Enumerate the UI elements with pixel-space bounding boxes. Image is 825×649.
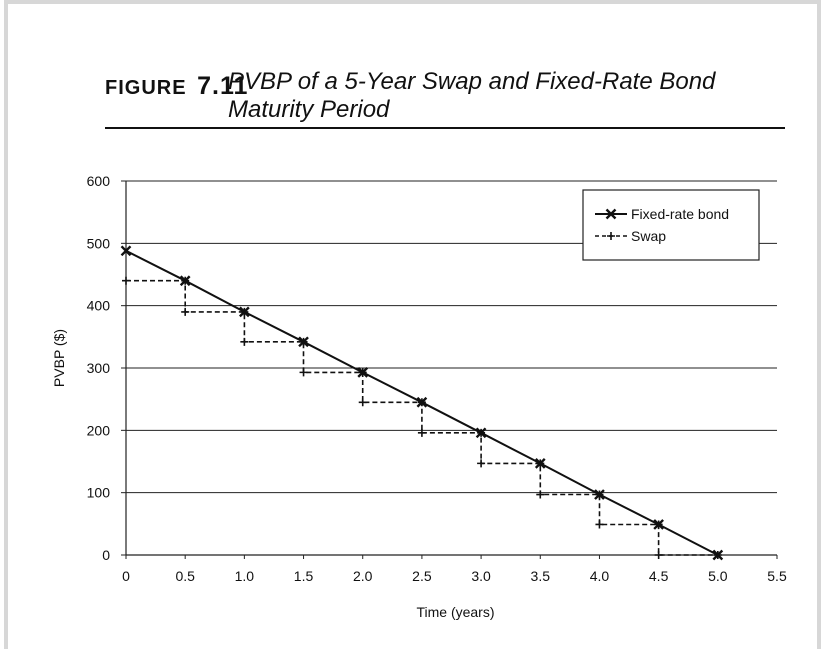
data-point <box>358 398 367 407</box>
x-tick-label: 2.5 <box>412 568 432 584</box>
x-tick-label: 2.0 <box>353 568 373 584</box>
data-point <box>299 368 308 377</box>
figure-label-word: FIGURE <box>105 77 187 99</box>
data-point <box>417 398 426 407</box>
page-frame <box>4 0 821 649</box>
x-tick-label: 1.5 <box>294 568 314 584</box>
data-point <box>240 307 249 316</box>
data-point <box>477 459 486 468</box>
data-point <box>477 428 486 437</box>
x-tick-label: 0.5 <box>175 568 195 584</box>
axes: 0 100 200 300 400 500 600 0 0.5 1.0 1.5 2.0 2.5 3.0 3.… <box>51 173 787 620</box>
y-tick-label: 500 <box>87 235 111 251</box>
x-tick-label: 4.5 <box>649 568 669 584</box>
x-tick-label: 4.0 <box>590 568 610 584</box>
data-point <box>122 276 130 285</box>
legend-label: Fixed-rate bond <box>631 206 729 222</box>
figure-number: 7.11 <box>197 72 249 100</box>
data-point <box>181 307 190 316</box>
legend-marker <box>605 208 617 220</box>
data-point <box>654 520 663 529</box>
x-axis-title: Time (years) <box>416 604 494 620</box>
y-tick-label: 100 <box>87 485 111 501</box>
data-point <box>299 337 308 346</box>
data-point <box>595 520 604 529</box>
data-point <box>181 276 190 285</box>
y-tick-label: 400 <box>87 298 111 314</box>
legend-entry: Fixed-rate bond <box>595 206 729 222</box>
legend-entry: Swap <box>595 228 666 244</box>
data-point <box>536 459 545 468</box>
figure-label: FIGURE 7.11 <box>105 72 248 101</box>
series-swap <box>122 276 722 559</box>
data-point <box>713 551 722 559</box>
y-tick-label: 600 <box>87 173 111 189</box>
data-point <box>417 428 426 437</box>
data-point <box>358 368 367 377</box>
x-tick-label: 1.0 <box>235 568 255 584</box>
y-tick-label: 300 <box>87 360 111 376</box>
y-axis-title: PVBP ($) <box>51 329 67 387</box>
series <box>120 245 724 561</box>
y-tick-label: 0 <box>102 547 110 563</box>
x-tick-label: 3.0 <box>471 568 491 584</box>
x-tick-label: 5.5 <box>767 568 787 584</box>
legend-marker <box>607 232 615 240</box>
x-tick-label: 3.5 <box>531 568 551 584</box>
data-point <box>240 337 249 346</box>
legend-label: Swap <box>631 228 666 244</box>
x-tick-label: 0 <box>122 568 130 584</box>
data-point <box>654 551 663 559</box>
y-tick-label: 200 <box>87 422 111 438</box>
legend-box <box>582 189 760 261</box>
data-point <box>536 490 545 499</box>
x-tick-label: 5.0 <box>708 568 728 584</box>
title-rule <box>105 127 785 129</box>
gridlines <box>126 180 777 494</box>
legend: Fixed-rate bond Swap <box>582 189 760 261</box>
series-line <box>126 279 718 556</box>
data-point <box>595 490 604 499</box>
figure-title: PVBP of a 5-Year Swap and Fixed-Rate Bon… <box>228 68 716 123</box>
data-point <box>120 245 132 257</box>
